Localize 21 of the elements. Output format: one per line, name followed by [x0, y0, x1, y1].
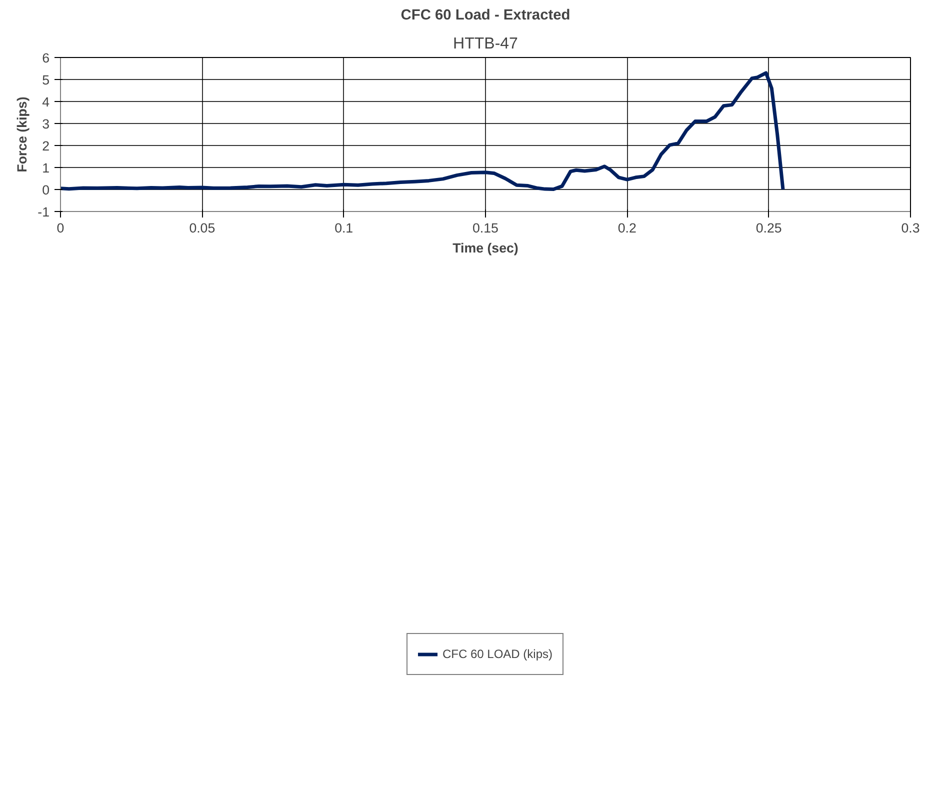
x-tick-label: 0.1 [334, 220, 354, 236]
x-tick-label: 0 [56, 220, 64, 236]
y-axis-title: Force (kips) [14, 96, 30, 172]
chart-title: CFC 60 Load - Extracted [400, 8, 570, 24]
y-tick-label: 0 [42, 182, 50, 198]
x-tick-label: 0.25 [756, 220, 782, 236]
y-tick-label: 3 [42, 116, 50, 132]
x-axis-title: Time (sec) [452, 240, 518, 256]
legend-label: CFC 60 LOAD (kips) [442, 647, 553, 661]
x-tick-label: 0.15 [472, 220, 498, 236]
chart-subtitle: HTTB-47 [453, 36, 518, 52]
y-tick-label: 2 [42, 138, 50, 154]
y-tick-label: 5 [42, 72, 50, 88]
y-tick-label: 1 [42, 160, 50, 176]
x-tick-label: 0.05 [189, 220, 216, 236]
y-tick-label: -1 [38, 204, 50, 220]
y-tick-label: 6 [42, 50, 50, 66]
x-tick-label: 0.2 [618, 220, 636, 236]
line-series [60, 71, 785, 192]
x-tick-label: 0.3 [901, 220, 920, 236]
y-tick-label: 4 [42, 94, 50, 110]
